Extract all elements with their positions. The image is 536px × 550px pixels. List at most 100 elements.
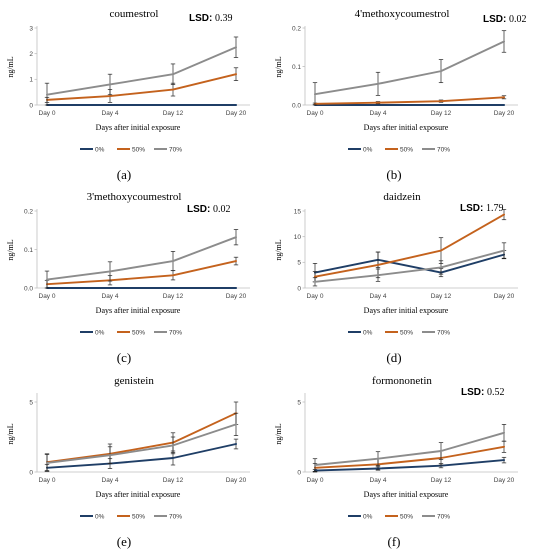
lsd-value: 0.02 [213, 204, 231, 215]
chart-svg: 3'methoxycoumestrol LSD: 0.02 ng/mL Days… [6, 191, 250, 365]
y-tick-label: 0.0 [24, 285, 33, 292]
series-70pct [312, 424, 507, 472]
legend-label: 70% [169, 146, 182, 153]
data-point [235, 260, 237, 262]
chart-svg: coumestrol LSD: 0.39 ng/mL Days after in… [6, 8, 250, 182]
legend: 0% 50% 70% [348, 146, 450, 153]
chart-title: formononetin [372, 375, 432, 387]
x-tick-label: Day 0 [307, 477, 324, 484]
data-point [503, 40, 505, 43]
data-point [172, 274, 174, 277]
chart-panel-genistein: genistein ng/mL Days after initial expos… [0, 367, 268, 550]
y-tick-label: 5 [297, 399, 301, 406]
series-line [314, 253, 505, 274]
y-axis-label: ng/mL [6, 239, 15, 260]
chart-title: coumestrol [110, 8, 159, 20]
y-tick-label: 0.2 [24, 208, 33, 215]
lsd-label: LSD: [461, 387, 484, 398]
legend-label: 0% [363, 146, 373, 153]
data-point [172, 444, 174, 447]
legend-entry-70pct: 70% [154, 513, 182, 520]
data-point [46, 278, 48, 281]
x-tick-label: Day 12 [163, 293, 184, 300]
x-axis-label: Days after initial exposure [96, 490, 181, 499]
legend-label: 70% [437, 513, 450, 520]
data-point [172, 287, 174, 289]
data-point [377, 101, 379, 104]
x-axis-label: Days after initial exposure [364, 306, 449, 315]
data-point [377, 264, 379, 266]
lsd-label: LSD: [189, 13, 212, 24]
panel-label: (b) [386, 167, 401, 182]
data-point [440, 100, 442, 103]
y-tick-label: 0.1 [24, 247, 33, 254]
series-0pct [46, 287, 237, 289]
data-point [503, 104, 505, 106]
data-point [377, 274, 379, 277]
data-point [440, 249, 442, 252]
data-point [109, 287, 111, 289]
data-point [503, 431, 505, 434]
x-tick-label: Day 20 [494, 110, 515, 117]
chart-svg: formononetin LSD: 0.52 ng/mL Days after … [274, 375, 518, 549]
data-point [235, 287, 237, 289]
x-tick-label: Day 4 [102, 110, 119, 117]
x-tick-label: Day 12 [431, 477, 452, 484]
data-point [172, 104, 174, 106]
legend-label: 0% [363, 513, 373, 520]
x-tick-label: Day 20 [226, 477, 247, 484]
legend-label: 50% [132, 146, 145, 153]
plot-area: 0 5 Day 0 Day 4 Day 12 Day 20 [29, 393, 250, 484]
x-tick-label: Day 4 [370, 293, 387, 300]
series-0pct [44, 438, 239, 472]
data-point [109, 104, 111, 106]
x-tick-label: Day 4 [102, 477, 119, 484]
chart-title: genistein [114, 375, 154, 387]
data-point [503, 213, 505, 216]
legend-entry-70pct: 70% [422, 329, 450, 336]
legend-label: 0% [363, 329, 373, 336]
legend: 0% 50% 70% [80, 513, 182, 520]
legend: 0% 50% 70% [80, 146, 182, 153]
series-line [314, 96, 505, 105]
data-point [314, 275, 316, 278]
series-70pct [44, 229, 239, 289]
legend-label: 0% [95, 146, 105, 153]
data-point [503, 96, 505, 99]
data-point [440, 104, 442, 106]
plot-area: 0 5 Day 0 Day 4 Day 12 Day 20 [297, 393, 518, 484]
x-tick-label: Day 12 [163, 110, 184, 117]
x-tick-label: Day 20 [494, 293, 515, 300]
legend-entry-50pct: 50% [117, 329, 145, 336]
data-point [314, 93, 316, 96]
data-point [235, 236, 237, 239]
legend-entry-50pct: 50% [117, 513, 145, 520]
panel-label: (f) [388, 534, 401, 549]
legend-entry-70pct: 70% [154, 329, 182, 336]
lsd-label: LSD: [187, 204, 210, 215]
legend-label: 0% [95, 329, 105, 336]
legend-entry-70pct: 70% [422, 513, 450, 520]
series-line [314, 431, 505, 466]
x-tick-label: Day 12 [431, 293, 452, 300]
legend-label: 50% [132, 329, 145, 336]
x-tick-label: Day 0 [307, 293, 324, 300]
y-tick-label: 0.2 [292, 25, 301, 32]
series-line [314, 445, 505, 469]
series-line [314, 213, 505, 278]
legend-label: 50% [400, 146, 413, 153]
legend-label: 0% [95, 513, 105, 520]
y-tick-label: 3 [29, 25, 33, 32]
x-tick-label: Day 12 [163, 477, 184, 484]
chart-title: 4'methoxycoumestrol [355, 8, 450, 20]
x-tick-label: Day 4 [102, 293, 119, 300]
x-tick-label: Day 0 [39, 110, 56, 117]
legend-entry-50pct: 50% [385, 329, 413, 336]
series-line [46, 236, 237, 281]
panel-label: (d) [386, 350, 401, 365]
y-axis-label: ng/mL [6, 423, 15, 444]
x-tick-label: Day 0 [307, 110, 324, 117]
data-point [172, 88, 174, 91]
y-tick-label: 2 [29, 51, 33, 58]
panel-label: (a) [117, 167, 131, 182]
